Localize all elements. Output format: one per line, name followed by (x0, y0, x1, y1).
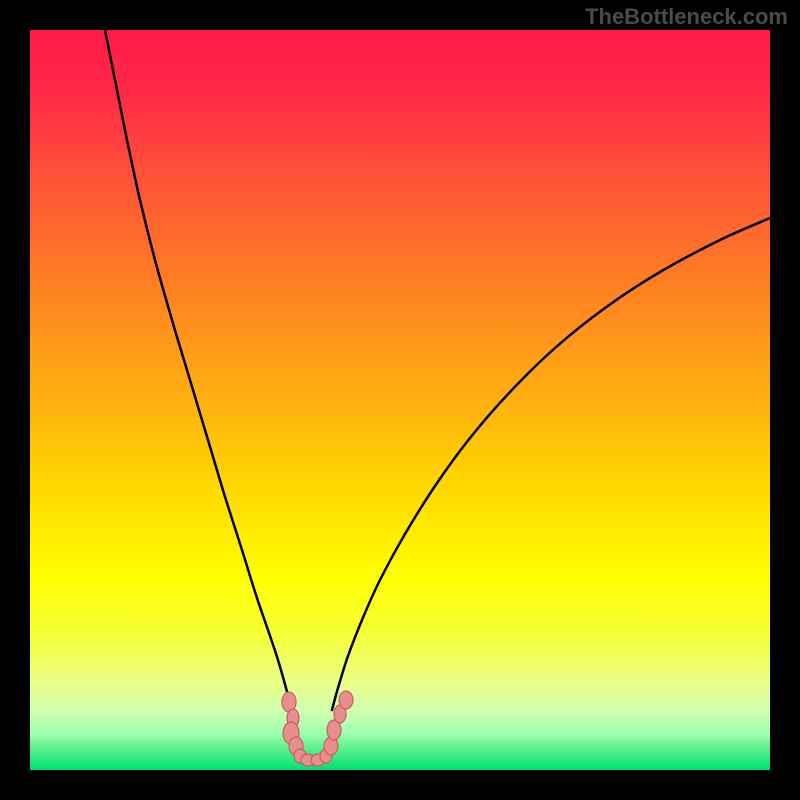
bottleneck-curve-chart (0, 0, 800, 800)
watermark-text: TheBottleneck.com (585, 4, 788, 30)
chart-container: TheBottleneck.com (0, 0, 800, 800)
bottleneck-marker-11 (339, 691, 353, 709)
chart-gradient-background (30, 30, 770, 770)
